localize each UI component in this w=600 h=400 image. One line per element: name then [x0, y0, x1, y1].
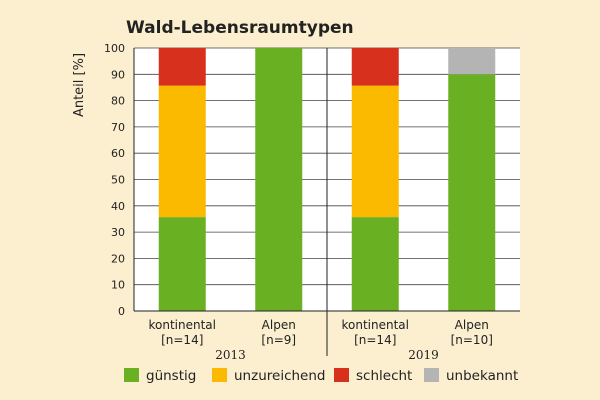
legend-swatch: [124, 368, 139, 382]
y-tick-label: 0: [118, 305, 125, 318]
y-tick-label: 60: [111, 147, 125, 160]
bar-segment: [448, 74, 496, 311]
x-tick-label: Alpen: [455, 318, 489, 332]
bar-segment: [351, 85, 399, 218]
x-tick-label: kontinental: [149, 318, 217, 332]
legend-swatch: [212, 368, 227, 382]
y-tick-label: 80: [111, 95, 125, 108]
y-tick-label: 100: [104, 42, 125, 55]
bar-segment: [158, 217, 206, 311]
x-tick-sublabel: [n=14]: [161, 333, 203, 347]
bar-segment: [255, 48, 303, 311]
x-tick-sublabel: [n=14]: [354, 333, 396, 347]
bar-segment: [448, 48, 496, 75]
y-tick-label: 90: [111, 68, 125, 81]
y-tick-label: 10: [111, 279, 125, 292]
legend-label: unzureichend: [234, 368, 325, 384]
bar-segment: [158, 85, 206, 218]
legend-swatch: [334, 368, 349, 382]
y-tick-label: 30: [111, 226, 125, 239]
x-tick-label: Alpen: [262, 318, 296, 332]
bar-segment: [351, 217, 399, 311]
legend-label: günstig: [146, 368, 196, 384]
y-tick-label: 20: [111, 252, 125, 265]
group-label: 2019: [408, 348, 439, 362]
y-tick-label: 40: [111, 200, 125, 213]
legend-label: unbekannt: [446, 368, 518, 384]
y-tick-label: 50: [111, 174, 125, 187]
x-tick-sublabel: [n=9]: [261, 333, 296, 347]
x-tick-sublabel: [n=10]: [451, 333, 493, 347]
bar-segment: [158, 48, 206, 86]
bar-segment: [351, 48, 399, 86]
axes: 0102030405060708090100kontinental[n=14]A…: [104, 42, 520, 362]
chart-title: Wald-Lebensraumtypen: [126, 18, 354, 38]
legend-swatch: [424, 368, 439, 382]
legend-label: schlecht: [356, 368, 412, 384]
group-label: 2013: [215, 348, 246, 362]
y-axis-label: Anteil [%]: [72, 53, 87, 117]
x-tick-label: kontinental: [342, 318, 410, 332]
legend: günstig unzureichend schlecht unbekannt: [124, 368, 518, 384]
y-tick-label: 70: [111, 121, 125, 134]
bars: [158, 48, 496, 311]
